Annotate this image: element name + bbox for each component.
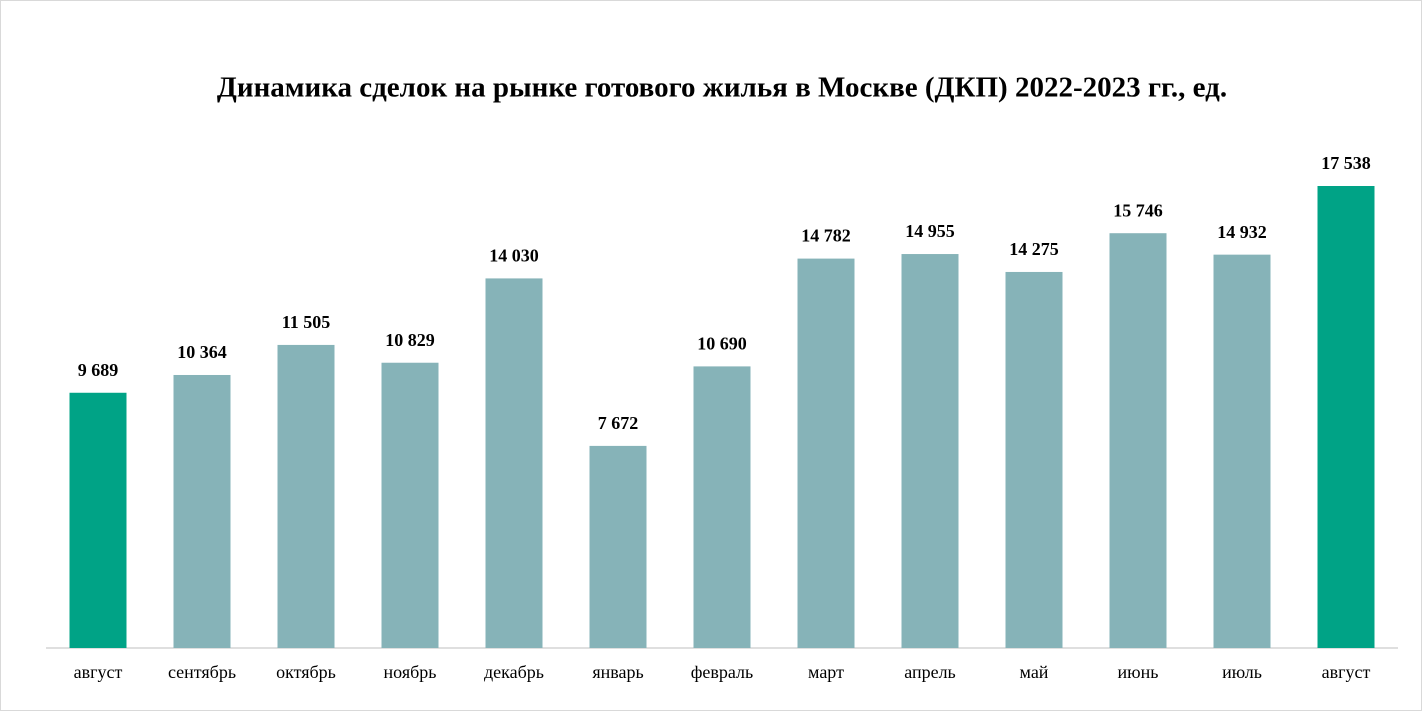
x-tick-label: декабрь xyxy=(484,662,544,682)
value-label: 10 690 xyxy=(697,334,747,354)
chart-title: Динамика сделок на рынке готового жилья … xyxy=(217,72,1227,104)
x-tick-label: апрель xyxy=(904,662,956,682)
value-label: 14 275 xyxy=(1009,239,1059,259)
value-label: 11 505 xyxy=(282,312,331,332)
value-label: 10 829 xyxy=(385,330,435,350)
value-label: 9 689 xyxy=(78,360,119,380)
value-label: 7 672 xyxy=(598,413,639,433)
x-tick-label: август xyxy=(1322,662,1371,682)
bar xyxy=(485,278,543,648)
bar xyxy=(693,366,751,648)
bar xyxy=(797,258,855,648)
value-label: 15 746 xyxy=(1113,200,1163,220)
value-label: 14 932 xyxy=(1217,222,1267,242)
bar xyxy=(1109,233,1167,648)
x-tick-label: август xyxy=(74,662,123,682)
x-tick-label: ноябрь xyxy=(384,662,437,682)
bar xyxy=(277,344,335,648)
bar xyxy=(1213,254,1271,648)
x-tick-label: май xyxy=(1020,662,1049,682)
bar xyxy=(901,254,959,648)
bar xyxy=(381,362,439,648)
x-tick-label: июль xyxy=(1222,662,1262,682)
x-tick-label: февраль xyxy=(691,662,754,682)
x-tick-label: октябрь xyxy=(276,662,336,682)
value-label: 14 782 xyxy=(801,226,851,246)
x-tick-label: сентябрь xyxy=(168,662,236,682)
bar xyxy=(1317,186,1375,648)
bar xyxy=(1005,271,1063,648)
x-tick-label: январь xyxy=(592,662,643,682)
value-label: 14 955 xyxy=(905,221,955,241)
x-tick-label: март xyxy=(808,662,844,682)
bar xyxy=(69,392,127,648)
value-label: 17 538 xyxy=(1321,153,1371,173)
bar xyxy=(173,374,231,648)
value-label: 14 030 xyxy=(489,246,539,266)
x-tick-label: июнь xyxy=(1118,662,1159,682)
bar xyxy=(589,445,647,648)
value-label: 10 364 xyxy=(177,342,227,362)
